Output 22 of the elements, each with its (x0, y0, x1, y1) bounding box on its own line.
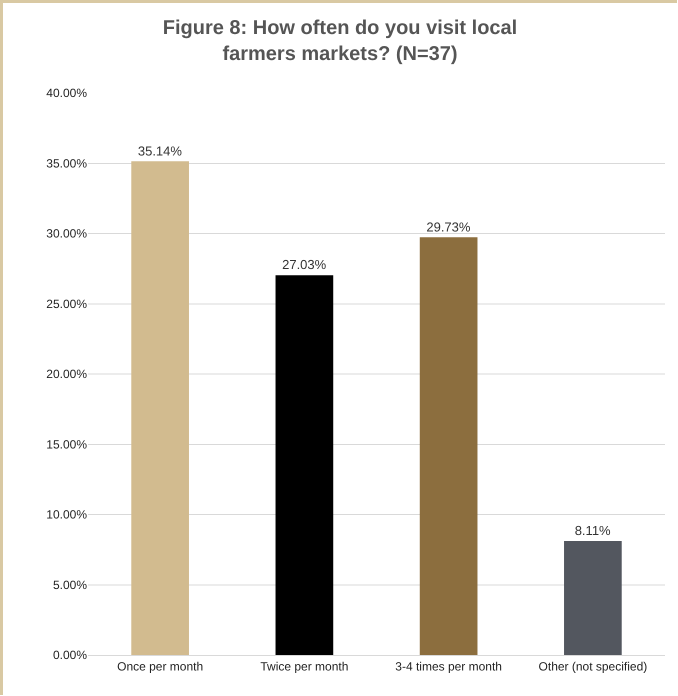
bar (420, 237, 478, 655)
bar (276, 275, 334, 655)
y-tick-label: 30.00% (46, 226, 88, 241)
y-tick-label: 25.00% (46, 296, 88, 311)
y-tick-label: 5.00% (52, 578, 88, 592)
data-label: 35.14% (138, 143, 182, 158)
data-label: 27.03% (282, 257, 327, 272)
y-tick-label: 10.00% (46, 508, 88, 522)
x-tick-label: Twice per month (260, 659, 348, 674)
data-label: 8.11% (574, 523, 612, 538)
bar (564, 541, 622, 655)
chart-title: Figure 8: How often do you visit local farmers markets? (N=37) (162, 17, 518, 66)
y-tick-label: 40.00% (46, 86, 88, 100)
x-tick-label: Other (not specified) (538, 659, 648, 674)
y-tick-label: 15.00% (46, 437, 88, 452)
x-tick-label: Once per month (117, 659, 204, 674)
data-label: 29.73% (426, 219, 471, 234)
x-tick-label: 3-4 times per month (395, 659, 502, 674)
y-tick-label: 20.00% (46, 367, 88, 382)
bar (131, 161, 189, 655)
y-tick-label: 0.00% (52, 648, 88, 662)
y-tick-label: 35.00% (46, 156, 88, 170)
